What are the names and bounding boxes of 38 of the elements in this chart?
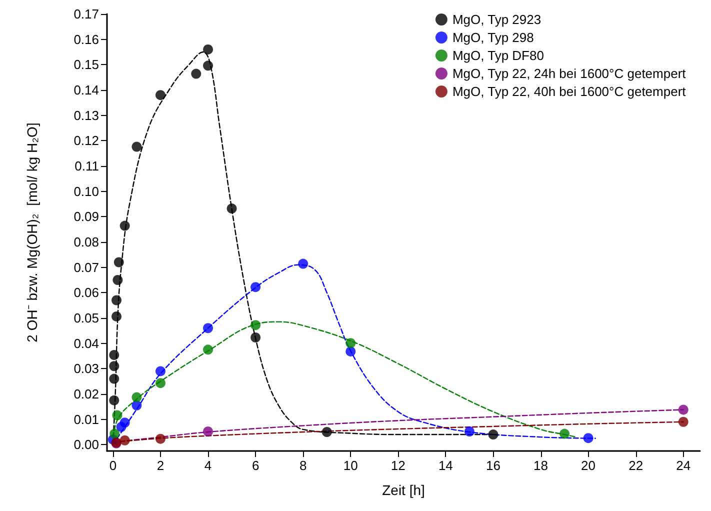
y-tick-label: 0.07 bbox=[74, 260, 99, 275]
x-tick-label: 2 bbox=[156, 458, 164, 473]
x-tick-label: 12 bbox=[390, 458, 406, 473]
y-tick-label: 0.06 bbox=[74, 285, 99, 300]
x-axis-title: Zeit [h] bbox=[382, 482, 425, 498]
y-tick-label: 0.11 bbox=[74, 158, 99, 174]
y-tick-label: 0.12 bbox=[74, 133, 99, 148]
legend-label: MgO, Typ 298 bbox=[452, 30, 534, 45]
y-tick-label: 0.14 bbox=[74, 82, 99, 98]
x-tick-label: 10 bbox=[343, 458, 358, 473]
x-tick-label: 24 bbox=[676, 458, 691, 473]
y-tick-label: 0.03 bbox=[74, 361, 99, 376]
x-tick-label: 6 bbox=[252, 458, 260, 473]
y-tick-label: 0.15 bbox=[74, 57, 99, 72]
legend-label: MgO, Typ 22, 40h bei 1600°C getempert bbox=[452, 84, 686, 99]
y-tick-label: 0.00 bbox=[74, 437, 99, 452]
x-tick-label: 14 bbox=[438, 458, 453, 473]
y-axis-title: 2 OH⁻ bzw. Mg(OH)₂ [mol/ kg H₂O] bbox=[24, 122, 40, 342]
x-tick-label: 22 bbox=[628, 458, 644, 473]
y-tick-label: 0.05 bbox=[74, 310, 99, 326]
legend-label: MgO, Typ 2923 bbox=[452, 12, 542, 27]
y-tick-label: 0.16 bbox=[74, 32, 99, 47]
y-tick-label: 0.09 bbox=[74, 209, 99, 224]
x-tick-label: 0 bbox=[109, 458, 117, 473]
x-tick-label: 4 bbox=[204, 458, 212, 473]
y-tick-label: 0.02 bbox=[74, 386, 99, 402]
legend-label: MgO, Typ 22, 24h bei 1600°C getempert bbox=[452, 66, 686, 81]
x-tick-label: 20 bbox=[581, 458, 596, 473]
x-tick-label: 8 bbox=[299, 458, 307, 473]
y-tick-label: 0.01 bbox=[74, 412, 99, 427]
y-tick-label: 0.04 bbox=[74, 336, 99, 351]
y-tick-label: 0.17 bbox=[74, 6, 99, 22]
y-tick-label: 0.08 bbox=[74, 234, 99, 250]
y-tick-label: 0.13 bbox=[74, 108, 99, 123]
y-tick-label: 0.10 bbox=[74, 184, 99, 199]
legend-label: MgO, Typ DF80 bbox=[452, 48, 544, 63]
x-tick-label: 18 bbox=[534, 458, 548, 473]
x-tick-label: 16 bbox=[486, 458, 500, 473]
